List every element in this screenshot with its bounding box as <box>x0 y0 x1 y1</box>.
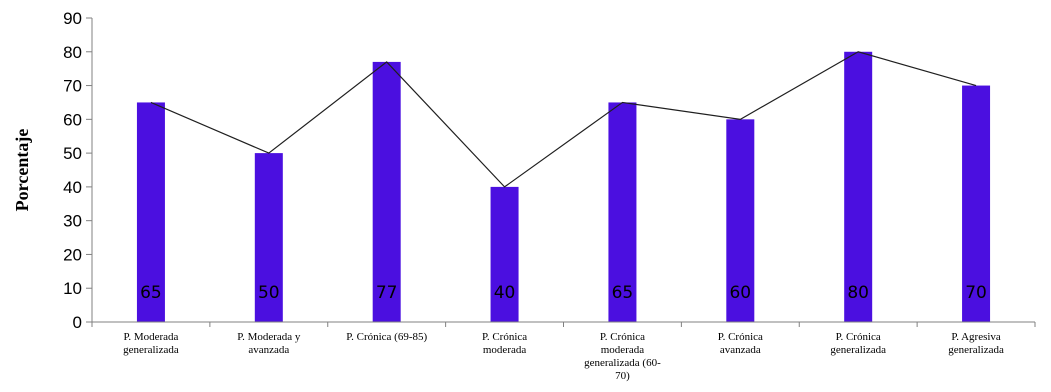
bar <box>490 186 519 322</box>
x-axis: P. Moderada generalizada P. Moderada y avan… <box>91 321 1036 382</box>
y-tick-label: 10 <box>63 279 82 298</box>
y-tick-label: 70 <box>63 77 82 96</box>
series-line <box>150 51 977 188</box>
y-tick-label: 20 <box>63 245 82 264</box>
y-tick-label: 40 <box>63 178 82 197</box>
bars <box>136 51 991 323</box>
x-category-label: P. Crónica moderada generalizada (60-70) <box>584 331 661 382</box>
x-category-label: P. Crónica moderada <box>482 331 527 356</box>
y-tick-label: 50 <box>63 144 82 163</box>
y-tick-label: 80 <box>63 43 82 62</box>
bar <box>726 119 755 322</box>
data-label: 80 <box>847 283 869 303</box>
bar <box>608 102 637 322</box>
y-tick-label: 30 <box>63 212 82 231</box>
bar <box>844 51 873 323</box>
x-category-label: P. Crónica avanzada <box>718 331 763 356</box>
bar <box>962 85 991 322</box>
bar <box>372 61 401 323</box>
data-label: 65 <box>140 283 162 303</box>
y-tick-label: 90 <box>63 9 82 28</box>
bar <box>136 102 165 322</box>
data-label: 50 <box>258 283 280 303</box>
x-category-label: P. Moderada y avanzada <box>237 331 301 356</box>
y-tick-label: 60 <box>63 110 82 129</box>
y-axis: 0 10 20 30 40 50 60 70 80 90 <box>63 9 93 332</box>
x-category-label: P. Crónica generalizada <box>830 331 886 356</box>
data-label: 60 <box>729 283 751 303</box>
data-label: 40 <box>494 283 516 303</box>
bar <box>254 153 283 322</box>
y-tick-label: 0 <box>73 313 82 332</box>
trend-line <box>150 51 977 188</box>
x-category-label: P. Agresiva generalizada <box>948 331 1004 356</box>
data-label: 77 <box>376 283 398 303</box>
data-label: 65 <box>612 283 634 303</box>
data-labels: 65 50 77 40 65 60 80 70 <box>140 283 987 303</box>
y-axis-title: Porcentaje <box>12 129 32 212</box>
x-category-label: P. Moderada generalizada <box>123 331 179 356</box>
data-label: 70 <box>965 283 987 303</box>
x-category-label: P. Crónica (69-85) <box>346 331 427 343</box>
